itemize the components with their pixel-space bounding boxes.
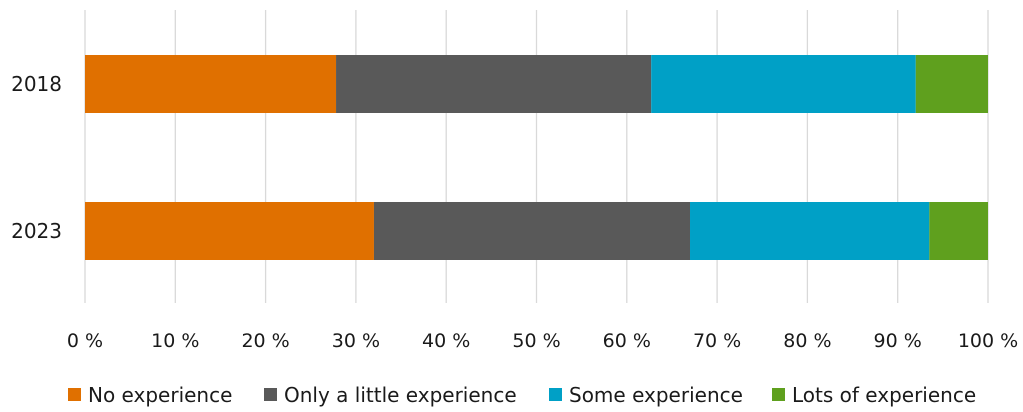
legend-swatch [68,388,81,401]
legend: No experience Only a little experience Som… [68,383,976,407]
x-tick-label-80: 80 % [783,330,831,352]
legend-label: Only a little experience [284,383,517,407]
x-tick-label-10: 10 % [151,330,199,352]
legend-label: Some experience [569,383,743,407]
bar-2018-lots-of-experience [915,55,988,113]
bars [85,55,988,260]
legend-item-only-a-little-experience: Only a little experience [264,383,517,407]
x-tick-label-60: 60 % [603,330,651,352]
x-tick-label-70: 70 % [693,330,741,352]
legend-item-some-experience: Some experience [549,383,743,407]
x-tick-label-100: 100 % [958,330,1018,352]
category-label-2018: 2018 [11,72,62,96]
legend-item-lots-of-experience: Lots of experience [772,383,976,407]
legend-swatch [772,388,785,401]
bar-2023-no-experience [85,202,374,260]
x-tick-label-50: 50 % [512,330,560,352]
x-tick-labels: 0 % 10 % 20 % 30 % 40 % 50 % 60 % 70 % 80 % 90 % 1… [67,330,1018,352]
bar-2023-some-experience [690,202,930,260]
bar-2018-some-experience [651,55,916,113]
x-tick-label-0: 0 % [67,330,103,352]
x-tick-label-40: 40 % [422,330,470,352]
bar-2023-only-a-little-experience [373,202,691,260]
category-label-2023: 2023 [11,219,62,243]
legend-swatch [264,388,277,401]
x-tick-label-30: 30 % [332,330,380,352]
bar-2018-no-experience [85,55,337,113]
category-labels: 2018 2023 [11,72,62,243]
x-tick-label-20: 20 % [241,330,289,352]
legend-item-no-experience: No experience [68,383,232,407]
bar-2018-only-a-little-experience [336,55,652,113]
x-tick-label-90: 90 % [874,330,922,352]
legend-label: No experience [88,383,232,407]
bar-2023-lots-of-experience [929,202,988,260]
legend-label: Lots of experience [792,383,976,407]
legend-swatch [549,388,562,401]
